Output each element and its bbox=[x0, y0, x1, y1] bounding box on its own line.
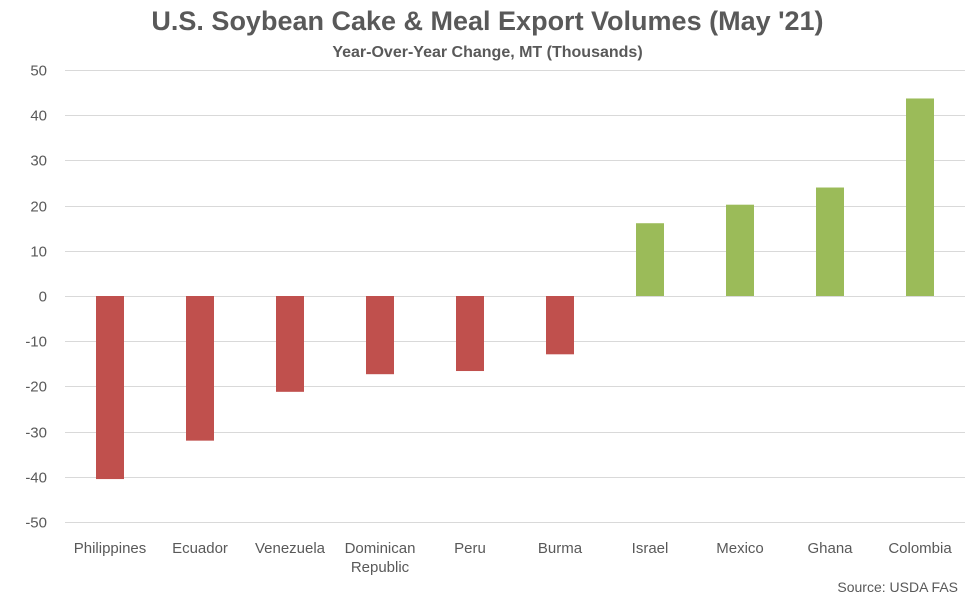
gridlines bbox=[65, 70, 965, 523]
bar-burma bbox=[546, 296, 574, 355]
y-tick-label: 20 bbox=[30, 199, 47, 216]
x-tick-label: Philippines bbox=[74, 540, 147, 557]
bar-peru bbox=[456, 296, 484, 372]
y-tick-label: 10 bbox=[30, 244, 47, 261]
x-tick-label: Colombia bbox=[888, 540, 952, 557]
bar-philippines bbox=[96, 296, 124, 480]
bar-mexico bbox=[726, 204, 754, 296]
chart-subtitle: Year-Over-Year Change, MT (Thousands) bbox=[332, 44, 643, 61]
x-tick-label: Israel bbox=[632, 540, 669, 557]
y-tick-label: 40 bbox=[30, 108, 47, 125]
x-tick-label: Burma bbox=[538, 540, 583, 557]
bar-venezuela bbox=[276, 296, 304, 392]
bar-colombia bbox=[906, 98, 934, 296]
source-note: Source: USDA FAS bbox=[837, 579, 958, 595]
bar-dominican-republic bbox=[366, 296, 394, 375]
x-tick-label: Dominican Republic bbox=[345, 540, 416, 576]
bar-ecuador bbox=[186, 296, 214, 441]
y-tick-label: -30 bbox=[25, 425, 47, 442]
y-tick-label: -40 bbox=[25, 470, 47, 487]
y-tick-label: 50 bbox=[30, 63, 47, 80]
y-tick-label: -50 bbox=[25, 515, 47, 532]
x-tick-label: Mexico bbox=[716, 540, 764, 557]
chart-title: U.S. Soybean Cake & Meal Export Volumes … bbox=[151, 6, 824, 36]
x-tick-label: Peru bbox=[454, 540, 486, 557]
y-tick-label: -20 bbox=[25, 379, 47, 396]
y-tick-label: 0 bbox=[39, 289, 47, 306]
bar-israel bbox=[636, 223, 664, 296]
x-tick-label: Ecuador bbox=[172, 540, 228, 557]
y-tick-label: 30 bbox=[30, 153, 47, 170]
y-tick-label: -10 bbox=[25, 334, 47, 351]
bar-ghana bbox=[816, 187, 844, 296]
y-axis-ticks: 50 40 30 20 10 0 -10 -20 -30 -40 -50 bbox=[25, 63, 47, 532]
x-tick-label: Ghana bbox=[807, 540, 853, 557]
x-tick-label: Venezuela bbox=[255, 540, 326, 557]
bars bbox=[96, 98, 934, 480]
x-axis-labels: Philippines Ecuador Venezuela Dominican Repu… bbox=[74, 540, 953, 576]
